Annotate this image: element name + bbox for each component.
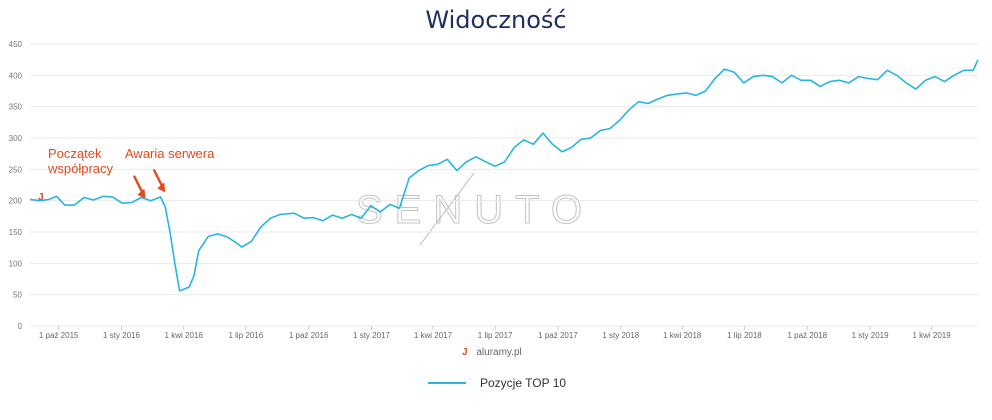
annotation-text-0-0: Początek (48, 146, 102, 161)
x-tick-label-7: 1 lip 2017 (478, 331, 513, 340)
y-tick-label-150: 150 (9, 228, 23, 237)
x-tick-label-0: 1 paź 2015 (39, 331, 79, 340)
legend-label: Pozycje TOP 10 (480, 376, 567, 390)
y-tick-label-100: 100 (9, 259, 23, 268)
legend[interactable]: Pozycje TOP 10 (428, 376, 566, 390)
x-tick-label-3: 1 lip 2016 (228, 331, 263, 340)
x-tick-label-11: 1 lip 2018 (727, 331, 762, 340)
y-tick-label-350: 350 (9, 103, 23, 112)
brand-text: aluramy.pl (476, 347, 522, 358)
x-tick-label-13: 1 sty 2019 (852, 331, 889, 340)
annotation-text-1-0: Awaria serwera (125, 146, 215, 161)
chart-title: Widoczność (425, 6, 567, 34)
annotation-arrow-head-0 (137, 188, 146, 199)
series-line-pozycje-top-10 (29, 59, 979, 292)
brand: J aluramy.pl (462, 347, 522, 358)
x-tick-label-12: 1 paź 2018 (787, 331, 827, 340)
y-tick-label-300: 300 (9, 134, 23, 143)
x-tick-label-6: 1 kwi 2017 (414, 331, 453, 340)
x-tick-label-9: 1 sty 2018 (602, 331, 639, 340)
y-tick-label-250: 250 (9, 165, 23, 174)
y-tick-label-400: 400 (9, 71, 23, 80)
watermark: SENUTO (356, 188, 594, 232)
annotation-arrow-head-1 (157, 182, 166, 193)
grid (30, 43, 978, 327)
x-tick-label-10: 1 kwi 2018 (663, 331, 702, 340)
x-tick-label-5: 1 sty 2017 (353, 331, 390, 340)
y-tick-label-0: 0 (18, 322, 23, 331)
x-tick-label-1: 1 sty 2016 (103, 331, 140, 340)
brand-logo-mark: J (462, 347, 468, 358)
y-axis-ticks: 0 50 100 150 200 250 300 350 400 450 (9, 40, 23, 331)
start-marker: J (38, 192, 44, 203)
y-tick-label-200: 200 (9, 197, 23, 206)
x-axis-ticks: 1 paź 2015 1 sty 2016 1 kwi 2016 1 lip 2016… (39, 326, 951, 340)
x-tick-label-14: 1 kwi 2019 (912, 331, 951, 340)
x-tick-label-2: 1 kwi 2016 (165, 331, 204, 340)
y-tick-label-50: 50 (13, 291, 22, 300)
legend-swatch (428, 382, 466, 384)
x-tick-label-4: 1 paź 2016 (289, 331, 329, 340)
watermark-slash (419, 172, 475, 246)
x-tick-label-8: 1 paź 2017 (538, 331, 578, 340)
y-tick-label-450: 450 (9, 40, 23, 49)
annotation-text-0-1: współpracy (47, 161, 114, 176)
